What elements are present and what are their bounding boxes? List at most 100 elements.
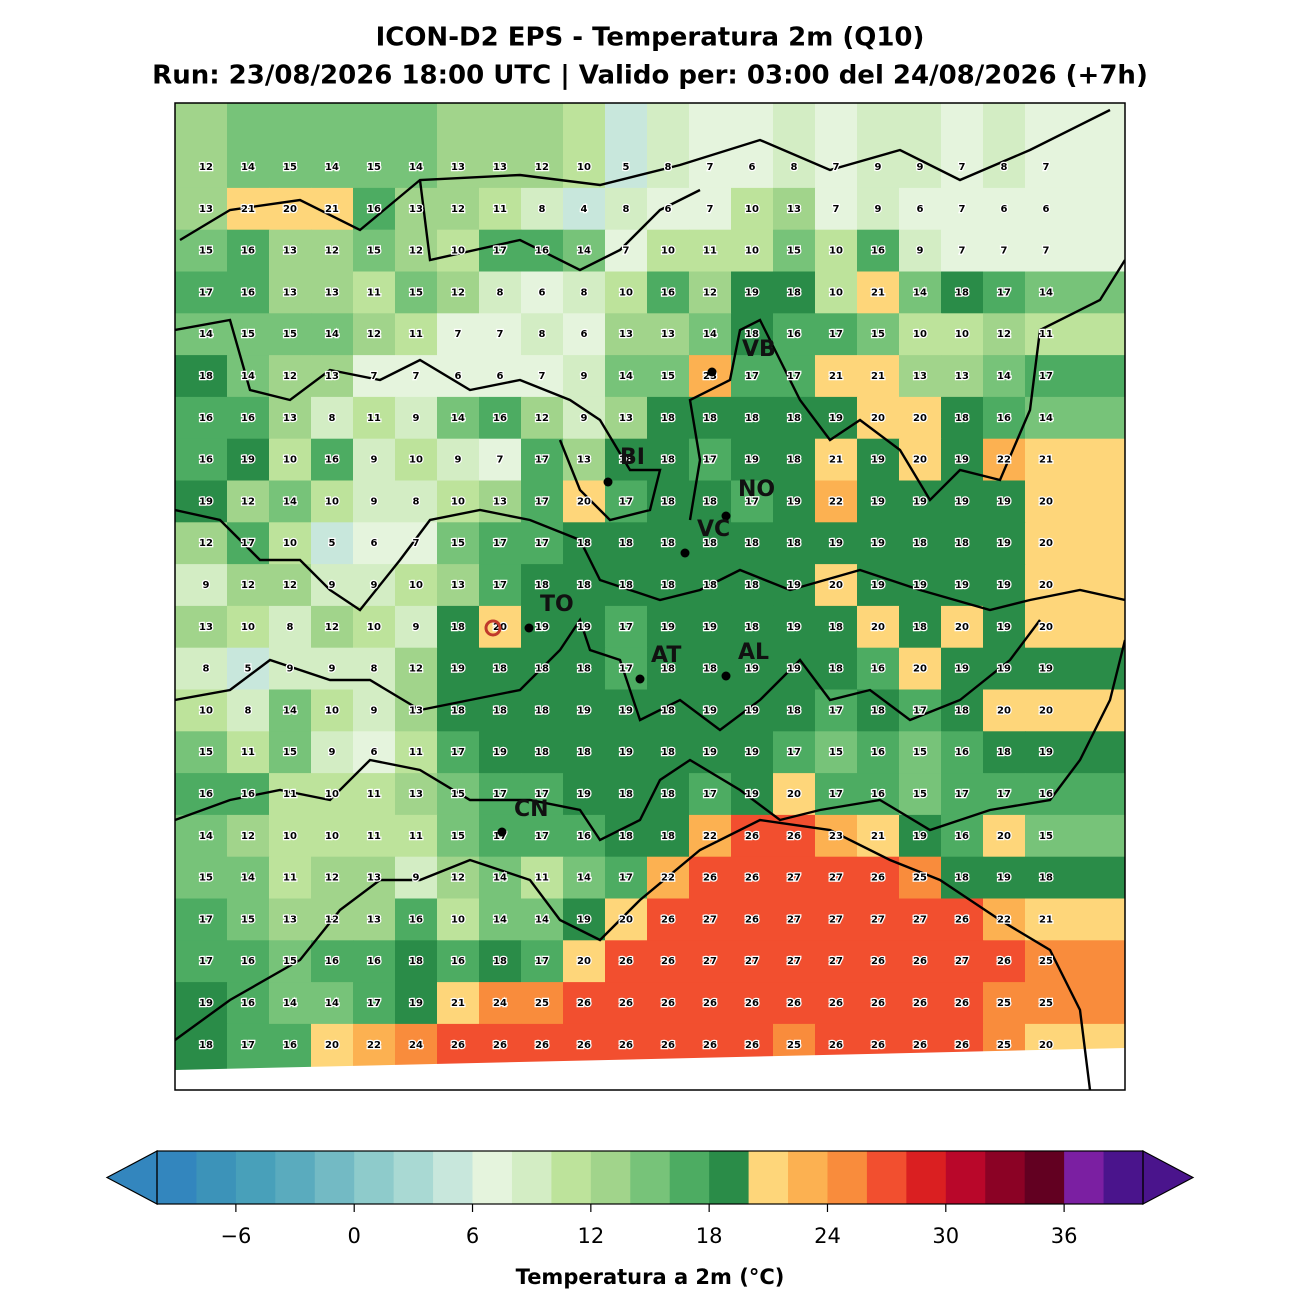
- field-cell: [731, 982, 774, 1025]
- field-cell: [1025, 396, 1125, 440]
- field-cell: [353, 564, 396, 607]
- field-cell: [1025, 480, 1125, 523]
- field-cell: [311, 438, 354, 481]
- field-cell: [689, 940, 732, 983]
- grid-value: 8: [581, 287, 588, 298]
- grid-value: 17: [619, 622, 633, 633]
- field-cell: [521, 187, 564, 231]
- station-marker: [484, 619, 502, 637]
- field-cell: [1025, 313, 1125, 356]
- field-cell: [1025, 856, 1125, 899]
- grid-value: 13: [577, 455, 591, 466]
- field-cell: [395, 814, 438, 858]
- colorbar-swatch: [393, 1151, 434, 1204]
- field-cell: [941, 731, 984, 774]
- grid-value: 6: [1043, 204, 1050, 215]
- grid-value: 8: [497, 287, 504, 298]
- field-cell: [941, 940, 984, 983]
- grid-value: 12: [451, 204, 465, 215]
- grid-value: 6: [1001, 204, 1008, 215]
- colorbar-swatch: [630, 1151, 671, 1204]
- grid-value: 18: [745, 580, 759, 591]
- field-cell: [311, 689, 354, 732]
- field-cell: [605, 396, 648, 440]
- field-cell: [269, 313, 312, 356]
- grid-value: 10: [745, 246, 759, 257]
- grid-value: 18: [913, 538, 927, 549]
- grid-value: 26: [745, 831, 759, 842]
- field-cell: [353, 731, 396, 774]
- grid-value: 14: [1039, 413, 1053, 424]
- grid-value: 18: [913, 622, 927, 633]
- grid-value: 16: [283, 1040, 297, 1051]
- grid-value: 11: [367, 413, 381, 424]
- field-cell: [689, 229, 732, 272]
- grid-value: 14: [1039, 287, 1053, 298]
- field-cell: [563, 856, 606, 899]
- field-cell: [647, 522, 690, 565]
- field-cell: [175, 564, 228, 607]
- grid-value: 11: [703, 246, 717, 257]
- grid-value: 26: [871, 873, 885, 884]
- grid-value: 17: [451, 747, 465, 758]
- city-label: TO: [540, 592, 574, 617]
- field-cell: [689, 856, 732, 899]
- grid-value: 21: [871, 831, 885, 842]
- field-cell: [1025, 982, 1125, 1025]
- grid-value: 23: [829, 831, 843, 842]
- field-cell: [353, 187, 396, 231]
- grid-value: 25: [913, 873, 927, 884]
- field-cell: [773, 605, 816, 649]
- colorbar-tick-label: 18: [696, 1224, 723, 1248]
- city-dot: [524, 623, 534, 633]
- grid-value: 17: [241, 538, 255, 549]
- field-cell: [311, 103, 354, 189]
- grid-value: 26: [577, 1040, 591, 1051]
- grid-value: 14: [577, 873, 591, 884]
- grid-value: 18: [409, 956, 423, 967]
- field-cell: [857, 103, 900, 189]
- field-cell: [437, 271, 480, 314]
- field-cell: [1025, 271, 1125, 314]
- field-cell: [605, 940, 648, 983]
- field-cell: [521, 355, 564, 398]
- field-cell: [899, 480, 942, 523]
- grid-value: 15: [199, 747, 213, 758]
- field-cell: [689, 438, 732, 481]
- field-cell: [605, 731, 648, 774]
- field-cell: [773, 396, 816, 440]
- field-cell: [815, 313, 858, 356]
- grid-value: 11: [409, 747, 423, 758]
- grid-value: 26: [787, 998, 801, 1009]
- grid-value: 16: [325, 455, 339, 466]
- grid-value: 12: [241, 580, 255, 591]
- grid-value: 18: [787, 413, 801, 424]
- field-cell: [647, 605, 690, 649]
- grid-value: 5: [623, 162, 630, 173]
- field-cell: [269, 731, 312, 774]
- city-dot: [680, 548, 690, 558]
- field-cell: [815, 982, 858, 1025]
- field-cell: [175, 187, 228, 231]
- grid-value: 17: [829, 705, 843, 716]
- grid-value: 9: [329, 747, 336, 758]
- field-cell: [899, 103, 942, 189]
- grid-value: 19: [703, 705, 717, 716]
- grid-value: 19: [619, 705, 633, 716]
- field-cell: [647, 187, 690, 231]
- grid-value: 20: [283, 204, 297, 215]
- city-dot: [721, 671, 731, 681]
- field-cell: [437, 480, 480, 523]
- grid-value: 22: [703, 831, 717, 842]
- grid-value: 17: [745, 371, 759, 382]
- grid-value: 21: [871, 371, 885, 382]
- field-cell: [353, 396, 396, 440]
- grid-value: 14: [241, 371, 255, 382]
- field-cell: [437, 647, 480, 690]
- grid-value: 26: [619, 956, 633, 967]
- grid-value: 19: [577, 789, 591, 800]
- grid-value: 14: [283, 998, 297, 1009]
- grid-value: 9: [329, 664, 336, 675]
- grid-value: 8: [665, 162, 672, 173]
